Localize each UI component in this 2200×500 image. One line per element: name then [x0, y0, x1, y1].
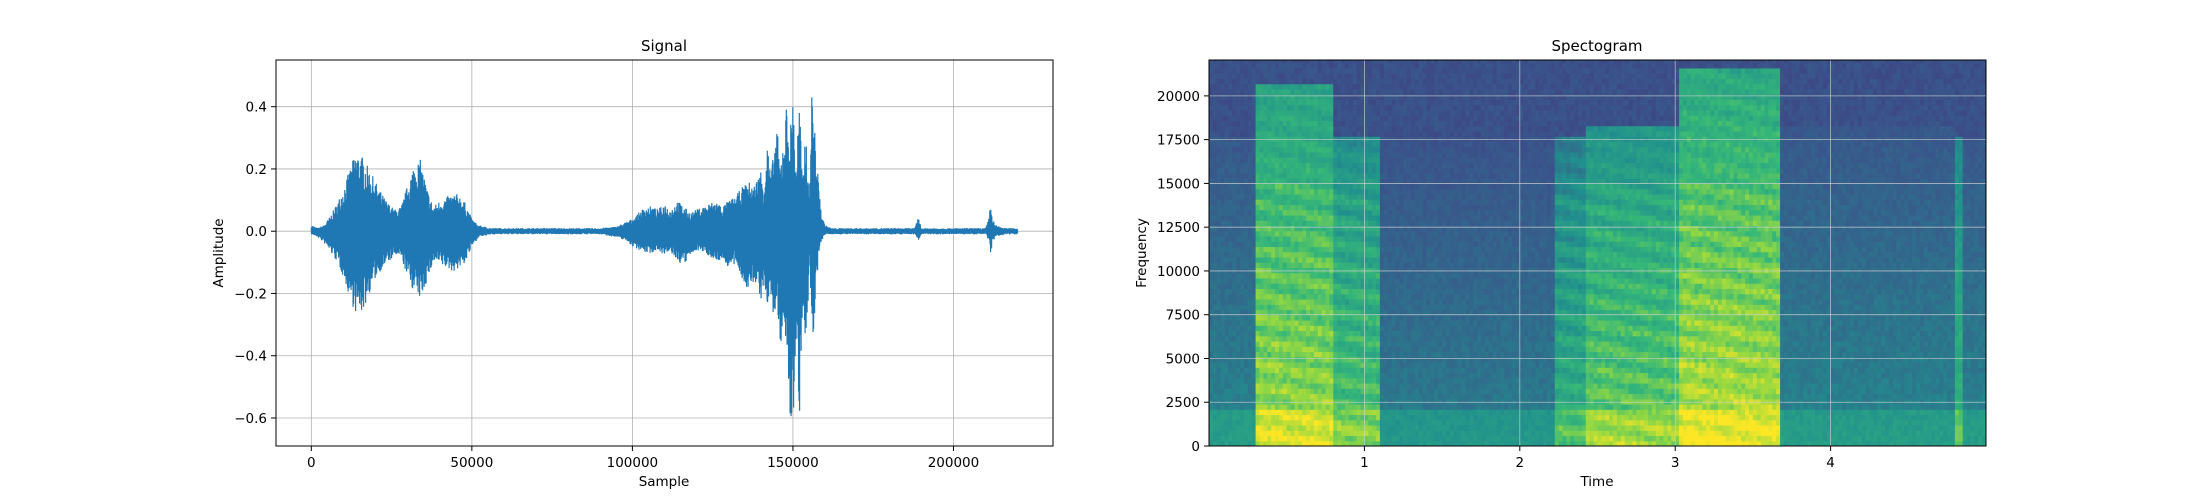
signal-y-tick-label: 0.4 — [246, 100, 267, 116]
signal-ticks: 0 50000 100000 150000 200000 0.4 0.2 0.0 −0.2 −0.… — [234, 100, 979, 471]
spectrogram-y-tick-label: 20000 — [1157, 89, 1200, 105]
spectrogram-title: Spectogram — [1551, 37, 1642, 55]
spectrogram-xlabel: Time — [1579, 474, 1613, 490]
signal-x-tick-label: 150000 — [767, 455, 819, 471]
signal-x-tick-label: 50000 — [450, 455, 493, 471]
spectrogram-y-tick-label: 17500 — [1157, 133, 1200, 149]
spectrogram-x-tick-label: 2 — [1516, 455, 1525, 471]
signal-y-tick-label: −0.4 — [234, 349, 267, 365]
spectrogram-ticks: 1 2 3 4 0 2500 5000 7500 10000 12500 15000 17500 200… — [1157, 89, 1835, 471]
signal-grid — [276, 60, 1053, 446]
spectrogram-y-tick-label: 7500 — [1166, 308, 1200, 324]
spectrogram-x-tick-label: 1 — [1360, 455, 1369, 471]
spectrogram-x-tick-label: 4 — [1826, 455, 1835, 471]
spectrogram-grid — [1209, 60, 1986, 446]
signal-y-tick-label: −0.2 — [234, 286, 267, 302]
spectrogram-image — [1209, 60, 1986, 446]
spectrogram-y-tick-label: 10000 — [1157, 264, 1200, 280]
spectrogram-y-tick-label: 15000 — [1157, 176, 1200, 192]
spectrogram-axes-frame — [1208, 59, 1987, 447]
signal-y-tick-label: 0.0 — [246, 224, 267, 240]
signal-axes-frame — [275, 59, 1054, 447]
spectrogram-y-tick-label: 5000 — [1166, 351, 1200, 367]
signal-x-tick-label: 200000 — [928, 455, 980, 471]
spectrogram-ylabel: Frequency — [1134, 218, 1150, 288]
spectrogram-y-tick-label: 2500 — [1166, 395, 1200, 411]
signal-y-tick-label: 0.2 — [246, 162, 267, 178]
signal-chart: 0 50000 100000 150000 200000 0.4 0.2 0.0 −0.2 −0.… — [211, 37, 1054, 490]
spectrogram-y-tick-label: 12500 — [1157, 220, 1200, 236]
signal-ylabel: Amplitude — [211, 218, 227, 287]
spectrogram-chart: 1 2 3 4 0 2500 5000 7500 10000 12500 15000 17500 200… — [1134, 37, 1987, 490]
signal-x-tick-label: 0 — [307, 455, 316, 471]
signal-xlabel: Sample — [639, 474, 690, 490]
spectrogram-y-tick-label: 0 — [1191, 439, 1200, 455]
signal-x-tick-label: 100000 — [607, 455, 659, 471]
signal-y-tick-label: −0.6 — [234, 411, 267, 427]
signal-title: Signal — [641, 37, 687, 55]
signal-waveform — [310, 97, 1019, 417]
spectrogram-x-tick-label: 3 — [1671, 455, 1680, 471]
